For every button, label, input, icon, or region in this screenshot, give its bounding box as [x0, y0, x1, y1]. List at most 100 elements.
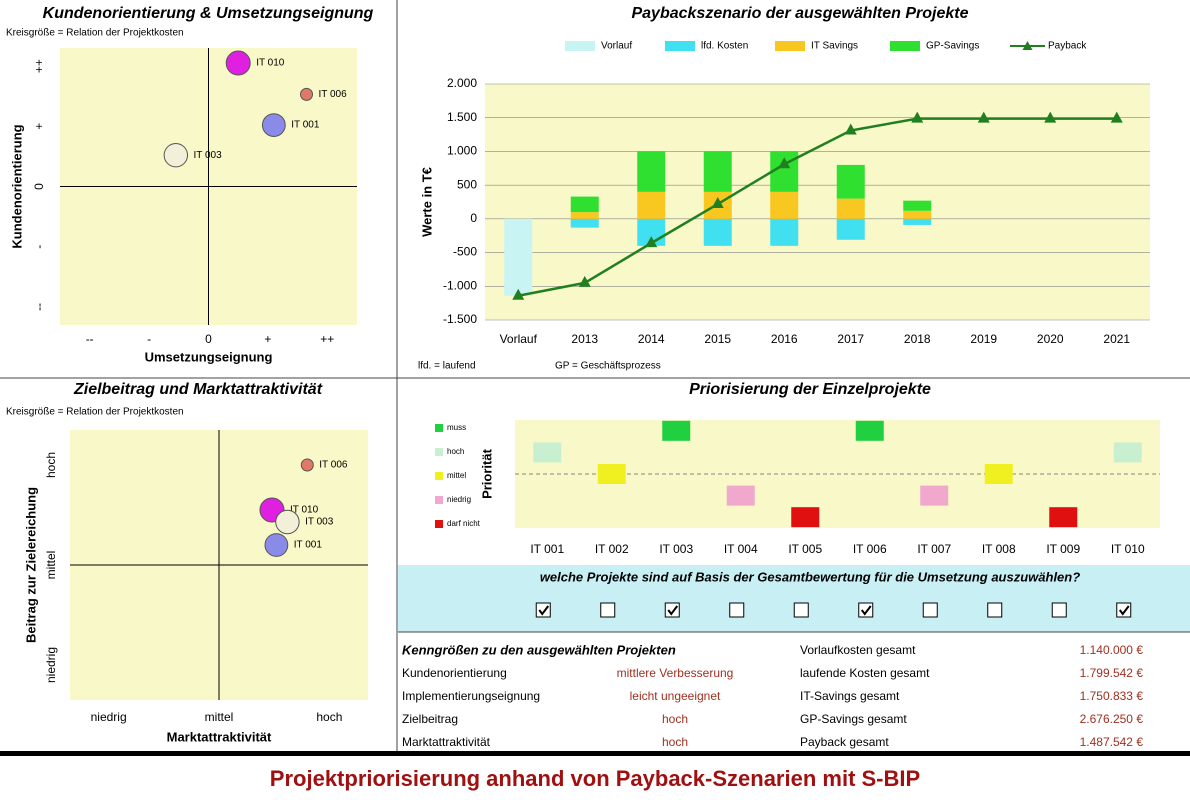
chart-title: Priorisierung der Einzelprojekte [689, 381, 931, 398]
footer: Projektpriorisierung anhand von Payback-… [270, 766, 920, 791]
payback-line [518, 117, 1117, 297]
bar-segment [570, 212, 599, 219]
y-axis-title: Kundenorientierung [9, 124, 24, 248]
checkbox[interactable] [858, 602, 874, 618]
legend-label: hoch [447, 447, 464, 456]
payback-marker [578, 275, 591, 287]
y-tick-label: -1.000 [443, 278, 477, 292]
checkbox-box[interactable] [729, 602, 745, 618]
legend-swatch [435, 448, 443, 456]
note: GP = Geschäftsprozess [555, 361, 661, 372]
legend-swatch [665, 41, 695, 51]
kpi-value: 1.750.833 € [1080, 689, 1144, 703]
priority-mark [1049, 507, 1078, 528]
y-tick-label: mittel [44, 551, 58, 580]
x-tick-label: 0 [205, 332, 212, 346]
y-tick-label: 0 [32, 183, 46, 190]
checkbox-box[interactable] [793, 602, 809, 618]
payback-marker [1110, 111, 1123, 123]
checkbox-box[interactable] [987, 602, 1003, 618]
y-tick-label: hoch [44, 452, 58, 478]
x-tick-label: 2021 [1103, 332, 1130, 346]
checkbox-box[interactable] [858, 602, 874, 618]
payback-marker [911, 111, 924, 123]
payback-marker [1044, 111, 1057, 123]
x-tick-label: 2015 [704, 332, 731, 346]
checkbox-box[interactable] [664, 602, 680, 618]
bubble-label: IT 010 [256, 58, 285, 69]
bar-segment [703, 218, 732, 246]
bar-segment [703, 151, 732, 192]
bubble [163, 142, 189, 168]
bubble [300, 87, 314, 101]
legend-label: IT Savings [811, 41, 858, 52]
bar-segment [903, 218, 932, 225]
bubble [225, 50, 251, 76]
bar-segment [836, 164, 865, 199]
checkbox-box[interactable] [1116, 602, 1132, 618]
kpi-label: GP-Savings gesamt [800, 712, 907, 726]
bar-segment [836, 198, 865, 219]
x-tick-label: 2017 [837, 332, 864, 346]
legend-label: Vorlauf [601, 41, 632, 52]
checkbox[interactable] [600, 602, 616, 618]
chart-subtitle: Kreisgröße = Relation der Projektkosten [6, 28, 184, 39]
bar-segment [570, 218, 599, 228]
bar-segment [903, 210, 932, 219]
priority-mark [1113, 442, 1142, 463]
priority-mark [920, 485, 949, 506]
bar-segment [770, 218, 799, 246]
x-tick-label: - [147, 332, 151, 346]
x-tick-label: -- [86, 332, 94, 346]
x-tick-label: 2019 [970, 332, 997, 346]
kpi-value: 1.140.000 € [1080, 643, 1144, 657]
x-tick-label: IT 003 [659, 542, 693, 556]
bar-segment [504, 218, 533, 296]
checkbox-box[interactable] [600, 602, 616, 618]
priority-mark [984, 464, 1013, 484]
bar-segment [770, 191, 799, 219]
x-tick-label: + [264, 332, 271, 346]
x-tick-label: mittel [205, 710, 234, 724]
checkbox[interactable] [922, 602, 938, 618]
x-tick-label: IT 005 [788, 542, 822, 556]
checkbox[interactable] [729, 602, 745, 618]
y-axis-title: Beitrag zur Zielereichung [23, 487, 38, 643]
bubble [261, 113, 286, 137]
y-tick-label: 2.000 [447, 76, 477, 90]
checkbox[interactable] [664, 602, 680, 618]
question-band [398, 565, 1190, 632]
bar-segment [637, 151, 666, 192]
legend-swatch [565, 41, 595, 51]
checkbox-box[interactable] [1051, 602, 1067, 618]
x-tick-label: niedrig [91, 710, 127, 724]
chart-title: Paybackszenario der ausgewählten Projekt… [631, 5, 968, 22]
payback-marker [977, 111, 990, 123]
checkbox[interactable] [987, 602, 1003, 618]
y-axis-title: Priorität [479, 448, 494, 499]
checkmark [1118, 605, 1130, 616]
checkbox-box[interactable] [922, 602, 938, 618]
checkbox[interactable] [535, 602, 551, 618]
checkbox-box[interactable] [535, 602, 551, 618]
kpi-value: leicht ungeeignet [630, 689, 721, 703]
checkbox[interactable] [1116, 602, 1132, 618]
payback-marker [711, 197, 724, 209]
kpi-value: hoch [662, 712, 688, 726]
kpi-value: 2.676.250 € [1080, 712, 1144, 726]
bar-segment [570, 196, 599, 213]
kpi-heading: Kenngrößen zu den ausgewählten Projekten [402, 642, 676, 657]
bubble [275, 509, 300, 535]
y-tick-label: - [32, 245, 46, 249]
checkbox[interactable] [793, 602, 809, 618]
chart-title: Kundenorientierung & Umsetzungseignung [43, 5, 374, 22]
bubble-label: IT 001 [291, 120, 320, 131]
bubble-label: IT 001 [294, 540, 323, 551]
payback-marker [778, 157, 791, 169]
checkbox[interactable] [1051, 602, 1067, 618]
legend-marker [1022, 41, 1033, 50]
x-tick-label: hoch [316, 710, 342, 724]
kpi-value: 1.487.542 € [1080, 735, 1144, 749]
y-tick-label: 500 [457, 177, 477, 191]
